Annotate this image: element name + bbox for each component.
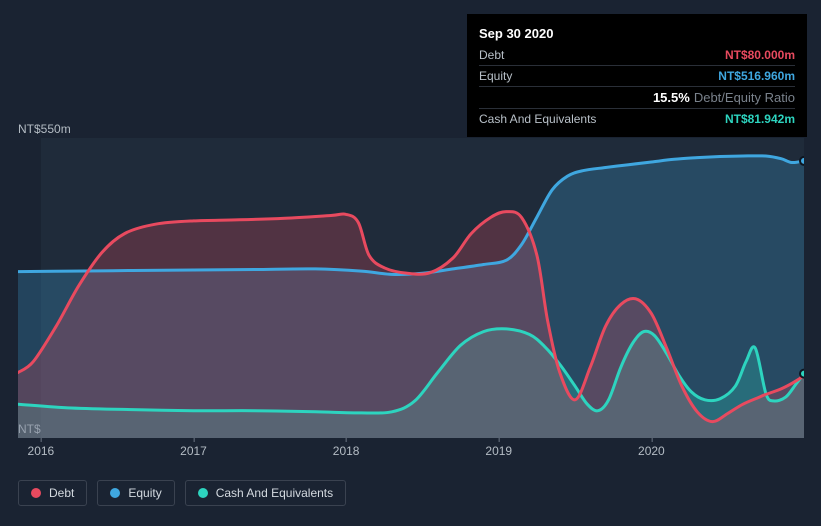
tooltip-row: EquityNT$516.960m (479, 65, 795, 86)
tooltip-row-label: Equity (479, 69, 718, 83)
tooltip-row-label (479, 90, 653, 105)
legend-label: Cash And Equivalents (216, 486, 333, 500)
x-tick-label: 2020 (638, 444, 665, 458)
legend: Debt Equity Cash And Equivalents (18, 480, 346, 506)
tooltip-date: Sep 30 2020 (479, 22, 795, 45)
x-tick-label: 2019 (485, 444, 512, 458)
legend-item-debt[interactable]: Debt (18, 480, 87, 506)
legend-dot-icon (110, 488, 120, 498)
equity-marker (800, 157, 804, 165)
legend-label: Debt (49, 486, 74, 500)
legend-dot-icon (31, 488, 41, 498)
legend-label: Equity (128, 486, 161, 500)
cash-marker (800, 370, 804, 378)
y-axis-max-label: NT$550m (18, 122, 71, 136)
tooltip-row-value: NT$80.000m (725, 48, 795, 62)
legend-item-equity[interactable]: Equity (97, 480, 174, 506)
tooltip-row: 15.5%Debt/Equity Ratio (479, 86, 795, 108)
tooltip-row: Cash And EquivalentsNT$81.942m (479, 108, 795, 129)
legend-dot-icon (198, 488, 208, 498)
chart-plot-area[interactable] (18, 138, 804, 438)
tooltip-row-value: NT$516.960m (718, 69, 795, 83)
legend-item-cash[interactable]: Cash And Equivalents (185, 480, 346, 506)
tooltip-ratio: 15.5%Debt/Equity Ratio (653, 90, 795, 105)
tooltip-row: DebtNT$80.000m (479, 45, 795, 65)
tooltip-panel: Sep 30 2020 DebtNT$80.000mEquityNT$516.9… (467, 14, 807, 137)
x-axis: 2016 2017 2018 2019 2020 (18, 438, 804, 460)
chart-container: Sep 30 2020 DebtNT$80.000mEquityNT$516.9… (0, 0, 821, 526)
tooltip-row-label: Debt (479, 48, 725, 62)
x-tick-label: 2017 (180, 444, 207, 458)
tooltip-row-label: Cash And Equivalents (479, 112, 725, 126)
tooltip-row-value: NT$81.942m (725, 112, 795, 126)
x-tick-label: 2016 (28, 444, 55, 458)
x-tick-label: 2018 (333, 444, 360, 458)
